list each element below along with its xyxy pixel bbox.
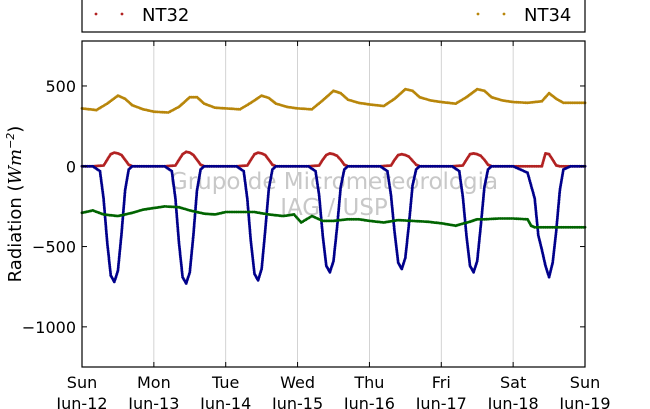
xtick-label-date-7: Jun-19 <box>558 394 610 409</box>
xtick-label-day-5: Fri <box>432 373 451 392</box>
x-tick-labels: Sun Jun-12 Mon Jun-13 Tue Jun-14 Wed Jun-15 Thu J… <box>55 373 610 409</box>
plot-area <box>82 41 585 367</box>
xtick-label-date-2: Jun-14 <box>199 394 251 409</box>
xtick-label-day-4: Thu <box>353 373 384 392</box>
y-axis-label-exponent: −2 <box>4 133 17 149</box>
legend-label-nt32: NT32 <box>142 5 189 26</box>
xtick-label-date-6: Jun-18 <box>487 394 539 409</box>
legend-marker-nt32-b <box>120 12 124 16</box>
xtick-label-day-2: Tue <box>211 373 239 392</box>
ytick-label-3: −1000 <box>22 318 76 337</box>
plot-frame <box>81 40 586 368</box>
legend-marker-nt32-a <box>94 12 98 16</box>
xtick-label-date-0: Jun-12 <box>55 394 107 409</box>
xtick-label-date-4: Jun-16 <box>343 394 395 409</box>
ytick-label-1: 0 <box>66 157 76 176</box>
ytick-label-0: 500 <box>45 77 76 96</box>
ytick-label-2: −500 <box>32 238 76 257</box>
y-axis-label-unit: Wm <box>5 149 26 185</box>
y-axis-label: Radiation (Wm−2) <box>4 126 26 283</box>
xtick-label-date-3: Jun-15 <box>271 394 323 409</box>
legend-marker-nt34-b <box>502 12 506 16</box>
xtick-label-day-6: Sat <box>500 373 526 392</box>
watermark: Grupo de Micrometeorologia IAG / USP <box>170 169 498 221</box>
y-tick-labels: 500 0 −500 −1000 <box>22 77 76 337</box>
series-2 <box>80 164 587 285</box>
watermark-line-1: Grupo de Micrometeorologia <box>170 169 498 195</box>
xtick-label-day-1: Mon <box>137 373 171 392</box>
y-axis-label-prefix: Radiation ( <box>5 185 26 283</box>
series-1 <box>80 87 587 114</box>
xtick-label-day-7: Sun <box>570 373 600 392</box>
xtick-label-day-3: Wed <box>280 373 315 392</box>
series-3 <box>80 205 587 229</box>
legend-label-nt34: NT34 <box>524 5 571 26</box>
xtick-label-day-0: Sun <box>67 373 97 392</box>
y-axis-label-suffix: ) <box>5 126 26 133</box>
series-layer <box>80 87 587 285</box>
gridlines <box>153 41 514 367</box>
xtick-label-date-5: Jun-17 <box>415 394 467 409</box>
legend: NT32 NT34 <box>81 0 586 33</box>
axis-ticks <box>81 41 586 367</box>
legend-marker-nt34-a <box>476 12 480 16</box>
legend-frame <box>81 0 586 33</box>
xtick-label-date-1: Jun-13 <box>127 394 179 409</box>
watermark-line-2: IAG / USP <box>280 195 388 221</box>
